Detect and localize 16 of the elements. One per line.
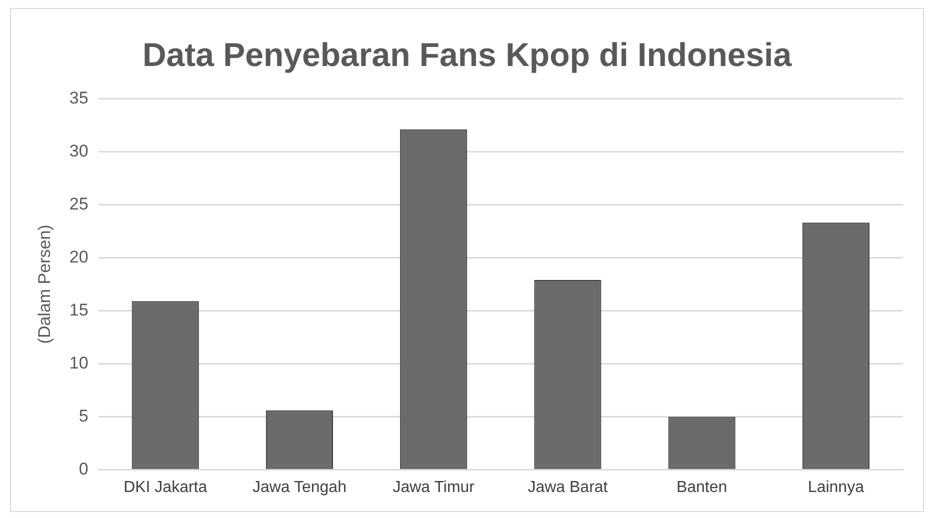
- y-tick-label: 20: [69, 247, 88, 266]
- y-tick-label: 0: [78, 459, 88, 478]
- y-tick-label: 35: [69, 88, 88, 108]
- x-tick-label: Banten: [676, 478, 728, 496]
- x-tick-label: Jawa Barat: [528, 478, 608, 496]
- x-tick-label: Lainnya: [808, 478, 864, 496]
- x-tick-label: Jawa Tengah: [252, 478, 346, 496]
- x-tick-label: DKI Jakarta: [124, 478, 208, 496]
- y-tick-label: 25: [69, 194, 88, 214]
- y-tick-label: 5: [78, 406, 88, 426]
- y-tick-label: 30: [69, 141, 88, 160]
- y-axis-title: (Dalam Persen): [34, 224, 54, 344]
- chart-title: Data Penyebaran Fans Kpop di Indonesia: [142, 36, 792, 73]
- y-tick-label: 10: [69, 353, 88, 372]
- x-tick-label: Jawa Timur: [392, 478, 476, 496]
- y-tick-label: 15: [69, 300, 88, 320]
